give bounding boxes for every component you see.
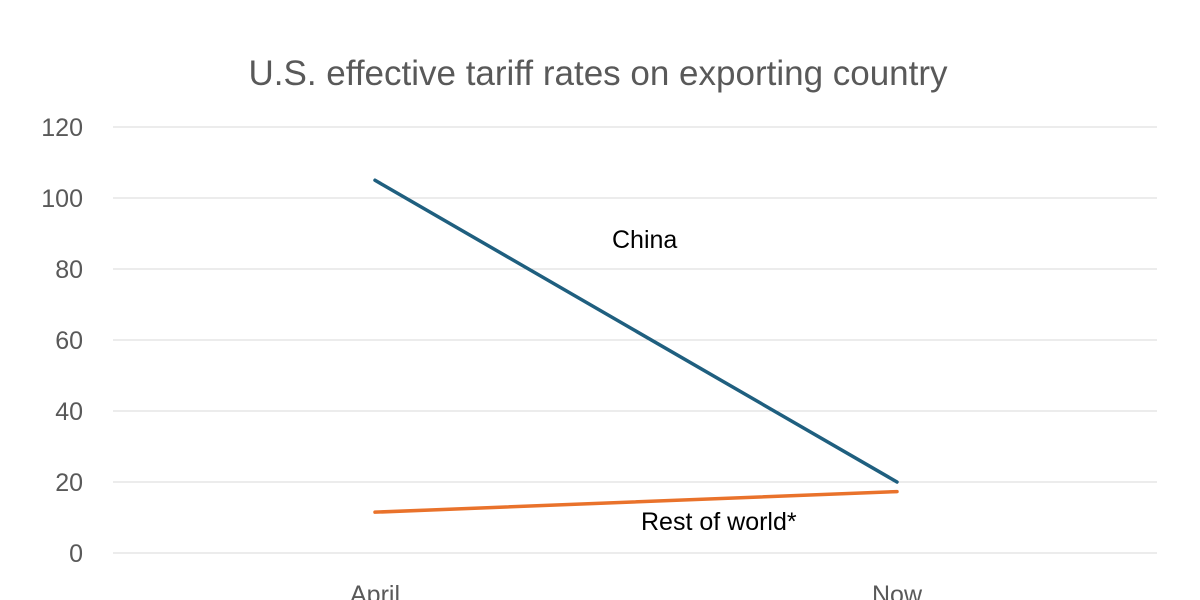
series-lines (373, 178, 899, 514)
series-line-rest-of-world (373, 489, 899, 514)
y-axis-tick-labels: 0 20 40 60 80 100 120 (41, 114, 83, 568)
chart-title: U.S. effective tariff rates on exporting… (248, 54, 948, 93)
y-tick-label: 40 (55, 398, 83, 426)
x-tick-label: Now (872, 581, 923, 600)
y-tick-label: 0 (69, 540, 83, 568)
series-labels: China Rest of world* (612, 226, 797, 536)
x-axis-tick-labels: April Now (350, 581, 923, 600)
x-tick-label: April (350, 581, 400, 600)
y-tick-label: 80 (55, 256, 83, 284)
y-tick-label: 120 (41, 114, 83, 142)
series-label-rest-of-world: Rest of world* (641, 508, 797, 536)
y-tick-label: 60 (55, 327, 83, 355)
gridlines (113, 126, 1157, 554)
series-label-china: China (612, 226, 677, 254)
y-tick-label: 20 (55, 469, 83, 497)
y-tick-label: 100 (41, 185, 83, 213)
series-line-china (373, 178, 899, 484)
